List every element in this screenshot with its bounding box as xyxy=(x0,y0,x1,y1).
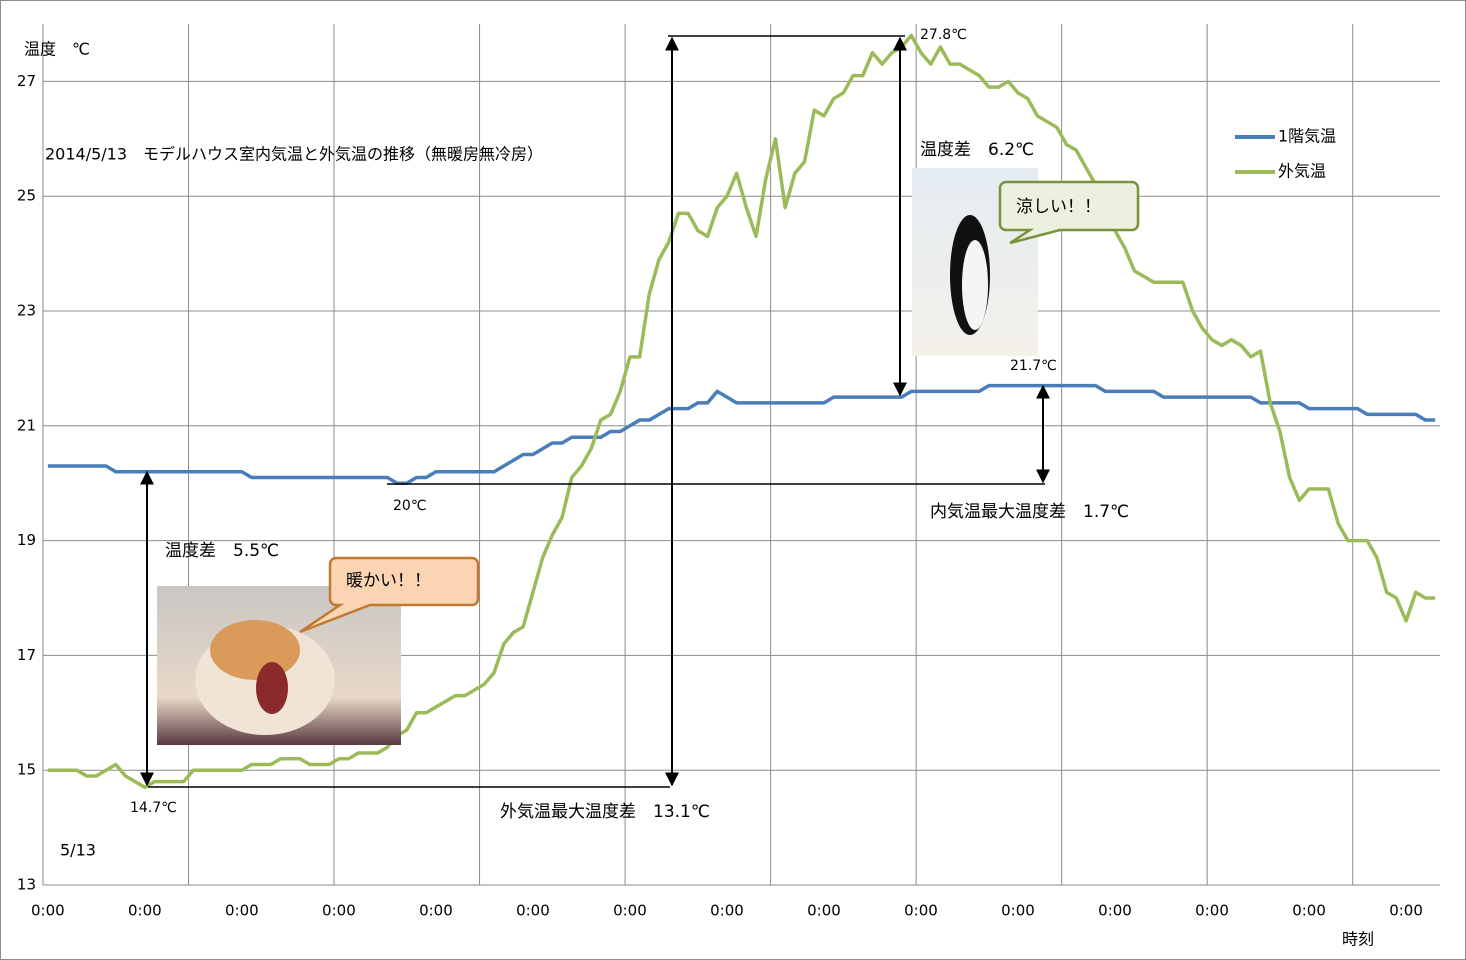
x-tick-label: 0:00 xyxy=(1001,902,1035,920)
x-tick-label: 0:00 xyxy=(1389,902,1423,920)
annotation: 27.8℃ xyxy=(920,27,967,43)
y-tick-label: 25 xyxy=(17,187,36,205)
x-axis-label: 時刻 xyxy=(1342,930,1374,949)
cat-photo xyxy=(157,586,401,745)
y-tick-label: 15 xyxy=(17,761,36,779)
x-tick-label: 0:00 xyxy=(1098,902,1132,920)
date-label: 5/13 xyxy=(60,841,96,860)
annotation: 温度差 5.5℃ xyxy=(165,541,279,561)
x-tick-label: 0:00 xyxy=(419,902,453,920)
x-tick-label: 0:00 xyxy=(322,902,356,920)
series-lines xyxy=(47,33,1436,790)
y-tick-label: 17 xyxy=(17,646,36,664)
annotation: 21.7℃ xyxy=(1010,358,1057,374)
x-tick-label: 0:00 xyxy=(128,902,162,920)
annotation: 暖かい！！ xyxy=(346,571,431,591)
annotation: 20℃ xyxy=(393,498,427,514)
annotation: 涼しい！！ xyxy=(1016,197,1101,217)
y-tick-label: 19 xyxy=(17,531,36,549)
legend-label: 1階気温 xyxy=(1278,127,1336,146)
y-tick-label: 13 xyxy=(17,876,36,894)
x-tick-label: 0:00 xyxy=(1195,902,1229,920)
x-tick-label: 0:00 xyxy=(807,902,841,920)
series-line xyxy=(47,33,1436,790)
annotations: 27.8℃ 14.7℃ 20℃ 21.7℃ 温度差 5.5℃ 温度差 6.2℃ 内気温最大温… xyxy=(130,27,1129,822)
x-tick-label: 0:00 xyxy=(31,902,65,920)
x-tick-label: 0:00 xyxy=(904,902,938,920)
annotation: 内気温最大温度差 1.7℃ xyxy=(930,502,1129,522)
x-tick-label: 0:00 xyxy=(1292,902,1326,920)
annotation: 14.7℃ xyxy=(130,800,177,816)
chart-title: 2014/5/13 モデルハウス室内気温と外気温の推移（無暖房無冷房） xyxy=(45,145,543,164)
guides xyxy=(140,35,1050,788)
y-tick-label: 23 xyxy=(17,302,36,320)
ticks: 13 15 17 19 21 23 25 27 0:00 0:00 0:00 0:00 0:00 0:00… xyxy=(17,72,1423,920)
x-tick-label: 0:00 xyxy=(710,902,744,920)
bubble-warm xyxy=(299,556,480,634)
y-tick-label: 21 xyxy=(17,416,36,434)
y-tick-label: 27 xyxy=(17,72,36,90)
series-line xyxy=(47,383,1436,485)
x-tick-label: 0:00 xyxy=(613,902,647,920)
legend-label: 外気温 xyxy=(1278,162,1326,181)
bubble-cool xyxy=(998,180,1140,245)
x-tick-label: 0:00 xyxy=(225,902,259,920)
y-axis-label: 温度 ℃ xyxy=(24,40,90,59)
annotation: 外気温最大温度差 13.1℃ xyxy=(500,802,710,822)
x-tick-label: 0:00 xyxy=(516,902,550,920)
annotation: 温度差 6.2℃ xyxy=(920,140,1034,160)
grid xyxy=(43,24,1440,886)
